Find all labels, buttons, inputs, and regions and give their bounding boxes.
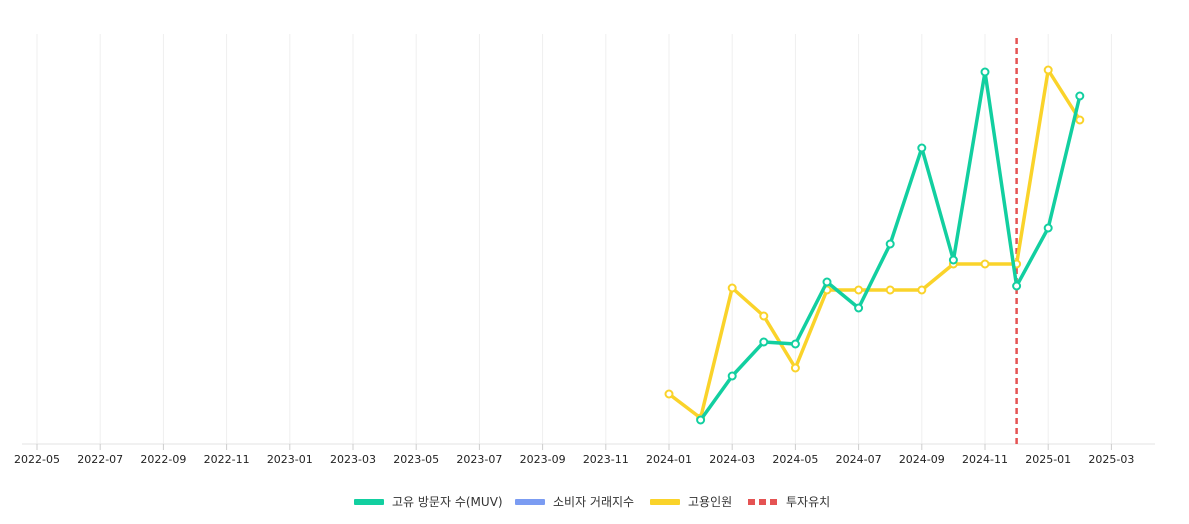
legend-swatch	[354, 499, 384, 505]
x-tick-label: 2024-03	[709, 453, 755, 466]
data-point[interactable]	[980, 259, 990, 269]
x-tick-label: 2023-03	[330, 453, 376, 466]
x-tick-label: 2023-01	[267, 453, 313, 466]
data-point[interactable]	[696, 415, 706, 425]
series-line	[667, 68, 1082, 420]
legend-label: 고유 방문자 수(MUV)	[392, 495, 503, 509]
data-point[interactable]	[854, 303, 864, 313]
x-tick-label: 2022-07	[77, 453, 123, 466]
x-tick-label: 2024-11	[962, 453, 1008, 466]
legend-swatch	[770, 499, 777, 505]
data-point[interactable]	[885, 285, 895, 295]
x-tick-label: 2022-09	[140, 453, 186, 466]
legend-item[interactable]: 고용인원	[650, 495, 732, 509]
data-point[interactable]	[1012, 281, 1022, 291]
data-point[interactable]	[854, 285, 864, 295]
data-point[interactable]	[948, 255, 958, 265]
data-point[interactable]	[727, 371, 737, 381]
grid	[36, 34, 1112, 444]
data-point[interactable]	[917, 285, 927, 295]
x-tick-label: 2024-07	[836, 453, 882, 466]
legend-label: 투자유치	[786, 495, 830, 509]
x-tick-label: 2023-05	[393, 453, 439, 466]
legend-item[interactable]: 고유 방문자 수(MUV)	[354, 495, 503, 509]
series-0	[696, 67, 1085, 425]
data-point[interactable]	[1075, 115, 1085, 125]
x-tick-label: 2025-03	[1088, 453, 1134, 466]
legend-item[interactable]: 소비자 거래지수	[515, 495, 634, 509]
legend: 고유 방문자 수(MUV) 소비자 거래지수 고용인원 투자유치	[354, 495, 830, 509]
data-point[interactable]	[1043, 223, 1053, 233]
x-tick-label: 2024-01	[646, 453, 692, 466]
legend-swatch	[748, 499, 755, 505]
x-tick-label: 2024-05	[772, 453, 818, 466]
legend-label: 소비자 거래지수	[553, 495, 634, 509]
data-point[interactable]	[822, 277, 832, 287]
data-point[interactable]	[1043, 65, 1053, 75]
x-tick-label: 2024-09	[899, 453, 945, 466]
data-point[interactable]	[790, 363, 800, 373]
data-point[interactable]	[727, 283, 737, 293]
legend-swatch	[759, 499, 766, 505]
x-tick-label: 2023-09	[520, 453, 566, 466]
x-tick-label: 2025-01	[1025, 453, 1071, 466]
data-point[interactable]	[980, 67, 990, 77]
x-tick-label: 2023-11	[583, 453, 629, 466]
series	[664, 65, 1085, 425]
x-tick-label: 2022-05	[14, 453, 60, 466]
data-point[interactable]	[759, 311, 769, 321]
data-point[interactable]	[1075, 91, 1085, 101]
legend-item[interactable]: 투자유치	[748, 495, 830, 509]
x-tick-label: 2022-11	[204, 453, 250, 466]
data-point[interactable]	[759, 337, 769, 347]
data-point[interactable]	[917, 143, 927, 153]
x-tick-label: 2023-07	[456, 453, 502, 466]
series-2	[664, 65, 1085, 423]
data-point[interactable]	[664, 389, 674, 399]
data-point[interactable]	[790, 339, 800, 349]
data-point[interactable]	[885, 239, 895, 249]
legend-swatch	[515, 499, 545, 505]
x-axis-ticks: 2022-05 2022-07 2022-09 2022-11 2023-01 2023-…	[14, 444, 1134, 466]
legend-swatch	[650, 499, 680, 505]
legend-label: 고용인원	[688, 495, 732, 509]
